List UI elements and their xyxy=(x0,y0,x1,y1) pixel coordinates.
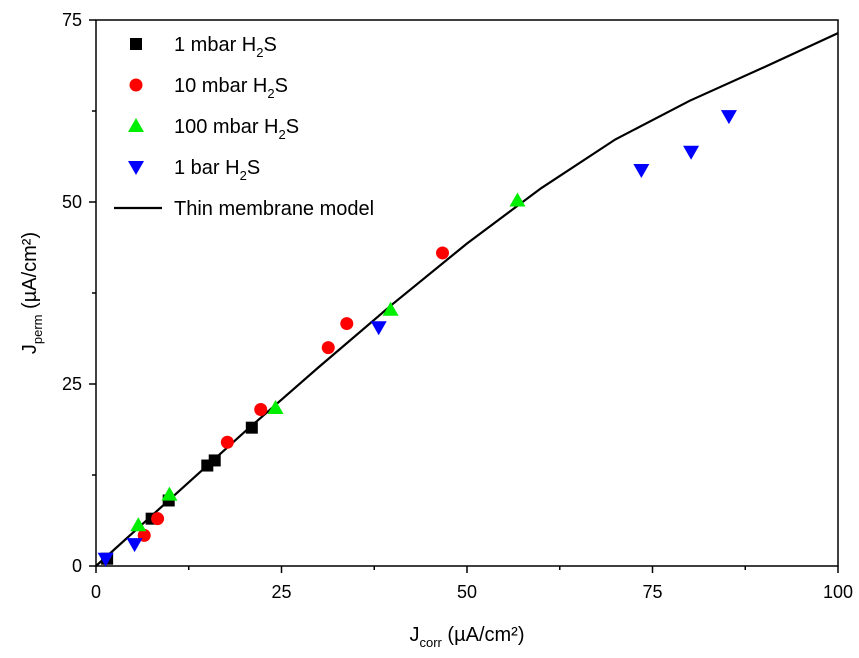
data-point xyxy=(382,301,399,316)
x-axis: 0 25 50 75 100 xyxy=(91,566,853,602)
y-tick-label: 25 xyxy=(62,374,82,394)
y-axis-title: Jperm (µA/cm²) xyxy=(19,232,45,354)
data-point xyxy=(126,538,143,553)
legend-marker xyxy=(128,161,144,175)
data-point xyxy=(509,192,526,207)
x-tick-label: 100 xyxy=(823,582,853,602)
legend-label: Thin membrane model xyxy=(174,198,374,220)
plot-border xyxy=(95,19,839,567)
legend-item: 1 mbar H2S xyxy=(130,34,277,60)
legend-item: 100 mbar H2S xyxy=(128,116,299,142)
legend-item: 10 mbar H2S xyxy=(129,75,288,101)
legend-label: 100 mbar H2S xyxy=(174,116,299,142)
legend-marker xyxy=(129,78,143,92)
plot-frame xyxy=(95,19,839,567)
legend-label: 10 mbar H2S xyxy=(174,75,288,101)
data-point xyxy=(267,400,284,415)
x-tick-label: 0 xyxy=(91,582,101,602)
data-point xyxy=(97,552,114,567)
series-2 xyxy=(130,192,526,532)
data-point xyxy=(220,435,234,449)
data-point xyxy=(720,110,737,125)
series-1 xyxy=(137,246,450,542)
legend-label: 1 mbar H2S xyxy=(174,34,277,60)
series-0 xyxy=(101,421,258,565)
legend: 1 mbar H2S 10 mbar H2S 100 mbar H2S 1 bar H… xyxy=(114,34,374,220)
data-point xyxy=(161,486,178,501)
legend-marker xyxy=(128,118,144,132)
x-tick-label: 75 xyxy=(642,582,662,602)
y-tick-label: 75 xyxy=(62,10,82,30)
data-point xyxy=(245,421,258,434)
data-point xyxy=(151,512,165,526)
legend-item: 1 bar H2S xyxy=(128,157,260,183)
legend-item-model: Thin membrane model xyxy=(114,198,374,220)
y-axis: 0 25 50 75 xyxy=(62,10,96,576)
y-tick-label: 50 xyxy=(62,192,82,212)
data-point xyxy=(370,321,387,336)
data-point xyxy=(340,317,354,331)
points-layer xyxy=(97,110,737,567)
x-tick-label: 25 xyxy=(271,582,291,602)
x-axis-title: Jcorr (µA/cm²) xyxy=(409,624,524,650)
data-point xyxy=(254,402,268,416)
legend-label: 1 bar H2S xyxy=(174,157,260,183)
data-point xyxy=(321,341,335,355)
x-tick-label: 50 xyxy=(457,582,477,602)
data-point xyxy=(130,517,147,532)
data-point xyxy=(633,163,650,178)
y-tick-label: 0 xyxy=(72,556,82,576)
legend-marker xyxy=(130,38,142,50)
series-3 xyxy=(97,110,737,567)
data-point xyxy=(208,454,221,467)
data-point xyxy=(436,246,450,260)
data-point xyxy=(683,145,700,160)
